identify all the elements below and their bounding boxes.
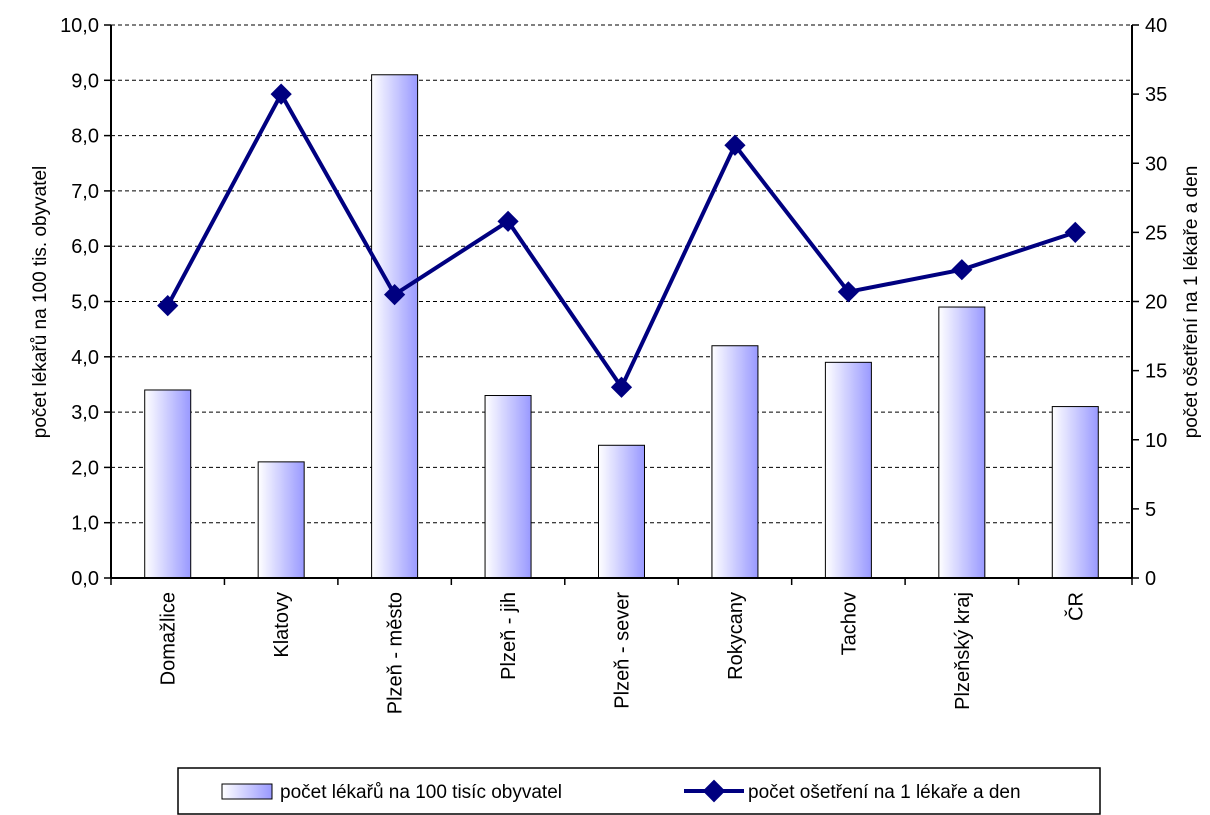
x-tick-label: Plzeňský kraj: [952, 592, 974, 710]
legend-box: [177, 767, 1101, 815]
right-axis-title: počet ošetření na 1 lékaře a den: [1181, 166, 1202, 439]
line-point: [270, 83, 292, 105]
y-tick-label: 8,0: [71, 126, 99, 148]
y2-tick-label: 20: [1145, 292, 1167, 314]
x-tick-label: Klatovy: [271, 592, 293, 658]
y2-tick-label: 10: [1145, 430, 1167, 452]
line-point: [610, 376, 633, 398]
bar: [144, 389, 192, 579]
x-tick-label: Plzeň - jih: [498, 592, 520, 680]
x-tick-label: Domažlice: [158, 592, 180, 685]
y-tick-label: 0,0: [71, 568, 99, 590]
y-tick-label: 5,0: [71, 292, 99, 314]
line-point: [951, 259, 973, 281]
x-tick-label: Plzeň - město: [385, 592, 407, 714]
y-tick-label: 7,0: [71, 181, 99, 203]
legend-bar-label: počet lékařů na 100 tisíc obyvatel: [280, 782, 562, 803]
bar: [1051, 406, 1099, 579]
bar: [371, 74, 419, 579]
bar: [824, 361, 872, 579]
legend-bar-swatch: [221, 783, 273, 800]
bar: [598, 444, 645, 579]
y2-tick-label: 35: [1145, 84, 1167, 106]
legend: počet lékařů na 100 tisíc obyvatel počet…: [177, 767, 1101, 815]
x-tick-label: Tachov: [838, 592, 860, 655]
y2-tick-label: 40: [1145, 15, 1167, 37]
bar: [257, 461, 305, 579]
category-labels: Domažlice Klatovy Plzeň - město Plzeň - jih…: [158, 592, 1088, 715]
y-tick-label: 2,0: [71, 457, 99, 479]
y2-tick-label: 30: [1145, 153, 1167, 175]
x-tick-label: ČR: [1064, 592, 1087, 621]
x-tick-label: Plzeň - sever: [612, 592, 634, 709]
bar: [938, 306, 986, 579]
left-axis-ticks: 0,0 1,0 2,0 3,0 4,0 5,0 6,0 7,0 8,0 9,0 10,0: [60, 15, 111, 590]
y-tick-label: 10,0: [60, 15, 99, 37]
legend-line-label: počet ošetření na 1 lékaře a den: [748, 782, 1021, 803]
line-point: [837, 281, 859, 303]
y2-tick-label: 25: [1145, 222, 1167, 244]
line-point: [157, 295, 179, 317]
y2-tick-label: 5: [1145, 499, 1156, 521]
y2-tick-label: 15: [1145, 361, 1167, 383]
y-tick-label: 4,0: [71, 347, 99, 369]
y-tick-label: 9,0: [71, 70, 99, 92]
bar: [711, 345, 759, 579]
right-axis-ticks: 0 5 10 15 20 25 30 35 40: [1132, 15, 1167, 590]
legend-line-marker: [702, 779, 726, 803]
y-tick-label: 1,0: [71, 513, 99, 535]
bar: [484, 395, 532, 579]
line-point: [1064, 221, 1086, 243]
bar-series: [144, 74, 1099, 579]
x-tick-label: Rokycany: [725, 592, 747, 680]
left-axis-title: počet lékařů na 100 tis. obyvatel: [30, 166, 51, 439]
y-tick-label: 6,0: [71, 236, 99, 258]
y-tick-label: 3,0: [71, 402, 99, 424]
y2-tick-label: 0: [1145, 568, 1156, 590]
line-point: [724, 134, 746, 156]
